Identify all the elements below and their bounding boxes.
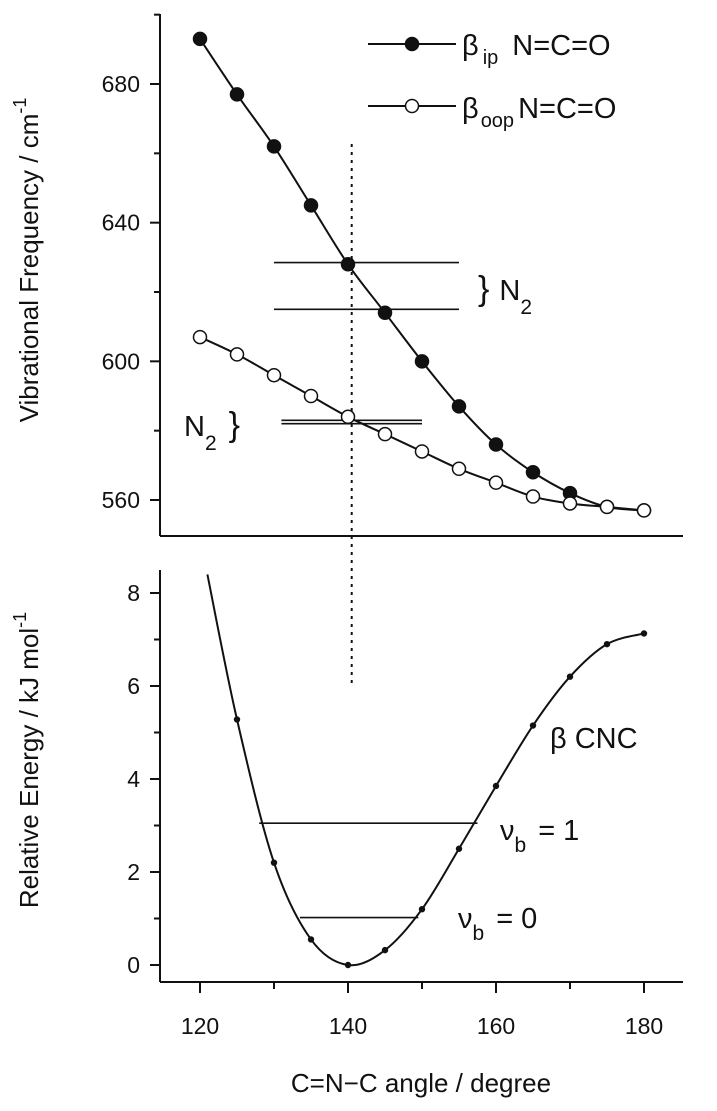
series-label-beta-cnc: β CNC (550, 723, 638, 755)
data-point-oop-170 (562, 496, 578, 511)
bottom-y-axis-title-superscript: -1 (10, 612, 30, 628)
data-point-ip-165 (525, 465, 541, 480)
energy-point-155 (455, 845, 463, 852)
energy-point-135 (307, 936, 315, 943)
legend-label-ip-text: N=C=O (512, 30, 610, 62)
energy-y-tick-label-8: 8 (127, 580, 140, 606)
data-point-ip-130 (266, 139, 282, 154)
energy-point-165 (529, 722, 537, 729)
lower-n2-bracket: } (229, 406, 240, 444)
level-label-vb0: νb = 0 (458, 903, 537, 945)
frequency-series (192, 31, 652, 518)
data-point-oop-175 (599, 499, 615, 515)
legend-label-oop: β oop N=C=O (462, 93, 616, 132)
energy-point-125 (233, 716, 241, 723)
data-point-oop-130 (266, 367, 282, 383)
x-axis-title: C=N−C angle / degree (291, 1068, 551, 1098)
vibrational-levels (259, 822, 478, 919)
legend-marker-oop (404, 98, 420, 114)
legend-marker-ip (404, 36, 420, 52)
y-tick-label-600: 600 (102, 348, 140, 374)
y-tick-label-640: 640 (102, 210, 140, 236)
lower-n2-annotation: N2} (184, 406, 240, 455)
upper-n2-text: N (499, 275, 520, 307)
top-y-axis-title-superscript: -1 (10, 98, 30, 114)
energy-point-175 (603, 640, 611, 648)
energy-curve (206, 574, 645, 967)
legend: β ip N=C=O β oop N=C=O (368, 30, 616, 132)
legend-label-ip: β ip N=C=O (462, 30, 611, 69)
level-label-vb0-text: = 0 (496, 903, 537, 935)
energy-point-130 (270, 859, 278, 866)
top-y-axis-title-text: Vibrational Frequency / cm (14, 114, 44, 423)
top-y-ticks: 560 600 640 680 (102, 13, 160, 513)
energy-y-tick-label-6: 6 (127, 673, 140, 699)
frequency-panel: 560 600 640 680 Vibrational Frequency / cm-… (10, 13, 683, 537)
y-tick-label-560: 560 (102, 487, 140, 513)
data-point-oop-140 (340, 409, 356, 425)
top-y-axis-title: Vibrational Frequency / cm-1 (10, 98, 44, 423)
legend-item-oop: β oop N=C=O (368, 93, 616, 132)
lower-n2-text: N (184, 411, 205, 443)
level-label-vb1: νb = 1 (500, 815, 579, 857)
upper-n2-subscript: 2 (520, 296, 532, 319)
energy-y-tick-label-0: 0 (127, 952, 140, 978)
data-point-ip-150 (414, 354, 430, 369)
data-point-ip-120 (192, 31, 208, 47)
data-point-ip-135 (303, 198, 319, 213)
data-point-oop-155 (451, 461, 467, 477)
bottom-y-axis-title: Relative Energy / kJ mol-1 (10, 612, 44, 908)
data-point-ip-125 (229, 87, 245, 102)
y-tick-label-680: 680 (102, 71, 140, 97)
data-point-ip-145 (377, 305, 393, 321)
bottom-y-axis-title-text: Relative Energy / kJ mol (14, 628, 44, 908)
energy-point-180 (640, 630, 648, 637)
energy-point-145 (381, 946, 389, 954)
level-label-vb0-subscript: b (473, 922, 485, 945)
energy-point-150 (418, 906, 426, 913)
lower-n2-subscript: 2 (205, 432, 217, 455)
x-tick-label-160: 160 (477, 1013, 515, 1039)
legend-label-ip-subscript: ip (483, 47, 499, 69)
legend-label-oop-subscript: oop (481, 110, 514, 132)
energy-point-170 (566, 673, 574, 680)
x-tick-label-180: 180 (625, 1013, 663, 1039)
energy-point-160 (492, 782, 500, 790)
level-label-vb0-symbol: ν (458, 903, 473, 935)
legend-label-oop-text: N=C=O (518, 93, 616, 125)
level-label-vb1-symbol: ν (500, 815, 515, 847)
legend-item-ip: β ip N=C=O (368, 30, 611, 69)
data-point-oop-135 (303, 388, 319, 404)
data-point-ip-140 (340, 257, 356, 272)
data-point-ip-160 (488, 437, 504, 452)
level-label-vb1-text: = 1 (538, 815, 579, 847)
data-point-oop-145 (377, 426, 393, 442)
legend-label-oop-symbol: β (462, 93, 479, 125)
energy-y-tick-label-4: 4 (127, 766, 140, 792)
level-label-vb1-subscript: b (515, 834, 527, 857)
data-point-oop-125 (229, 347, 245, 362)
energy-panel: 0 2 4 6 8 120 140 160 180 Relative Energy / kJ … (10, 570, 683, 1098)
data-point-ip-155 (451, 399, 467, 414)
data-point-oop-150 (414, 444, 430, 459)
data-point-oop-120 (192, 329, 208, 345)
energy-y-tick-label-2: 2 (127, 859, 140, 885)
x-tick-label-120: 120 (181, 1013, 219, 1039)
bottom-y-ticks: 0 2 4 6 8 (127, 580, 160, 978)
upper-n2-bracket: } (478, 270, 489, 308)
x-tick-label-140: 140 (329, 1013, 367, 1039)
bottom-x-ticks: 120 140 160 180 (181, 982, 663, 1039)
energy-point-140 (344, 961, 352, 969)
upper-n2-annotation: } N2 (478, 270, 532, 319)
data-point-oop-165 (525, 489, 541, 504)
legend-label-ip-symbol: β (462, 30, 479, 62)
data-point-oop-180 (636, 503, 652, 518)
n2-reference-lines (274, 261, 459, 425)
data-point-oop-160 (488, 475, 504, 490)
energy-series (206, 574, 648, 969)
